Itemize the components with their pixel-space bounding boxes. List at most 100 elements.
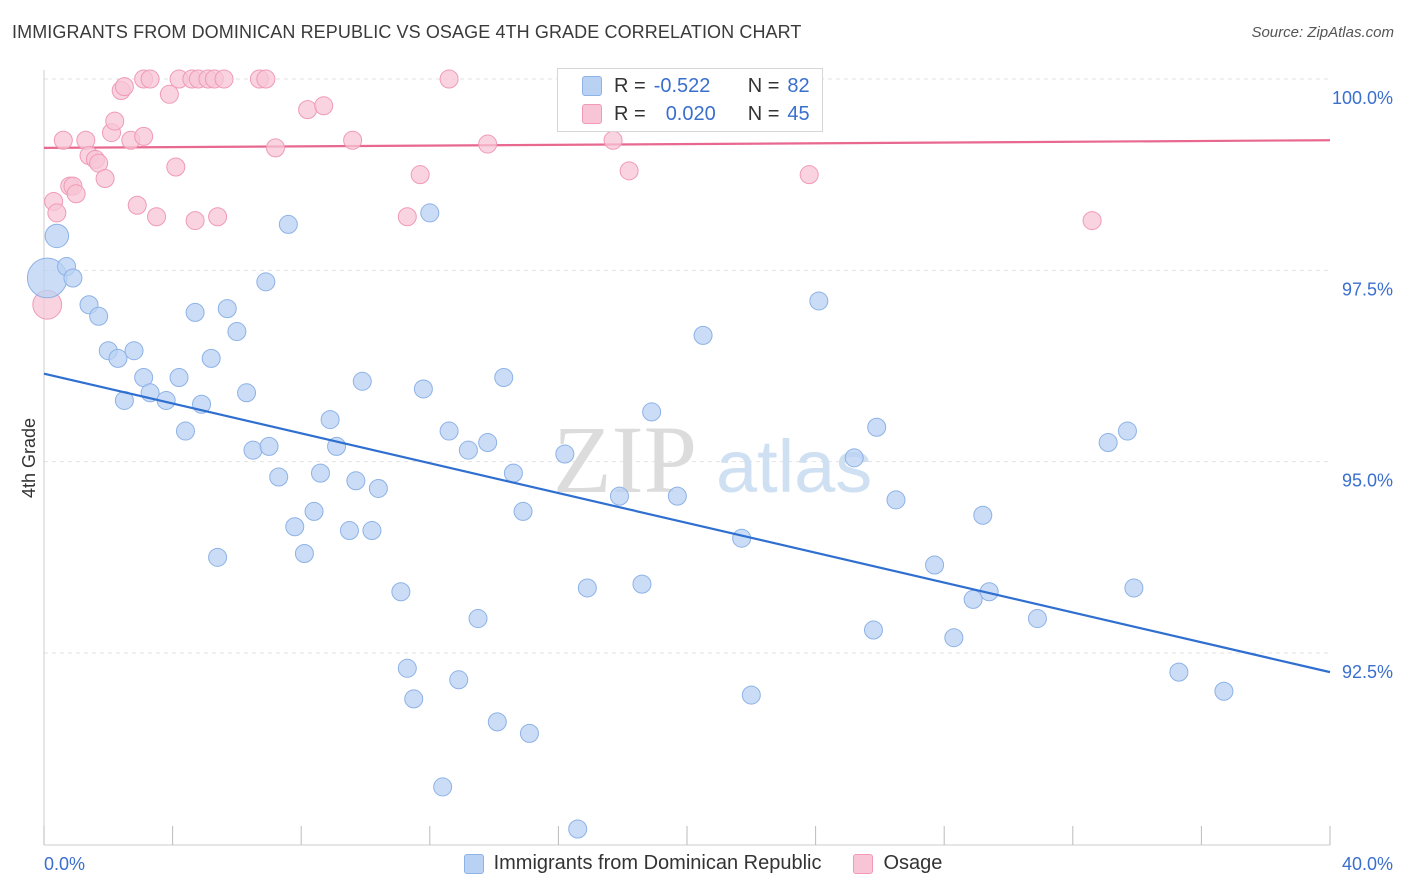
- legend-r-value: -0.522: [653, 74, 711, 97]
- point-dominican: [1124, 578, 1144, 598]
- legend-swatch-blue: [582, 76, 602, 96]
- point-osage: [343, 130, 363, 150]
- point-osage: [799, 165, 819, 185]
- legend-r-label: R =: [614, 74, 646, 97]
- point-osage: [166, 157, 186, 177]
- point-osage: [185, 211, 205, 231]
- point-dominican: [227, 322, 247, 342]
- point-dominican: [1169, 662, 1189, 682]
- point-dominican: [208, 547, 228, 567]
- point-dominican: [352, 371, 372, 391]
- legend-n-label: N =: [747, 74, 780, 97]
- legend-label-dominican: Immigrants from Dominican Republic: [493, 852, 822, 874]
- point-dominican: [169, 367, 189, 387]
- y-tick-label: 95.0%: [1342, 471, 1393, 491]
- y-tick-label: 97.5%: [1342, 279, 1393, 299]
- point-dominican: [609, 486, 629, 506]
- point-dominican: [458, 440, 478, 460]
- point-dominican: [63, 268, 83, 288]
- point-dominican: [555, 444, 575, 464]
- point-osage: [1082, 211, 1102, 231]
- point-dominican: [269, 467, 289, 487]
- point-osage: [397, 207, 417, 227]
- axis-labels: 92.5% 95.0% 97.5% 100.0% 0.0% 40.0% 4th Grade: [19, 88, 1393, 874]
- legend-item-osage[interactable]: Osage: [853, 852, 942, 875]
- series-legend: Immigrants from Dominican Republic Osage: [0, 852, 1406, 875]
- point-dominican: [439, 421, 459, 441]
- point-dominican: [863, 620, 883, 640]
- point-osage: [159, 84, 179, 104]
- point-dominican: [433, 777, 453, 797]
- point-dominican: [294, 544, 314, 564]
- point-osage: [314, 96, 334, 116]
- point-dominican: [1214, 681, 1234, 701]
- point-dominican: [256, 272, 276, 292]
- point-osage: [603, 130, 623, 150]
- point-dominican: [285, 517, 305, 537]
- trend-dominican: [43, 372, 1331, 674]
- legend-n-value: 45: [787, 102, 810, 125]
- point-osage: [47, 203, 67, 223]
- point-dominican: [346, 471, 366, 491]
- point-dominican: [413, 379, 433, 399]
- point-dominican: [237, 383, 257, 403]
- point-osage: [127, 195, 147, 215]
- point-dominican: [944, 628, 964, 648]
- point-osage: [478, 134, 498, 154]
- gridlines: [44, 78, 1330, 654]
- point-dominican: [925, 555, 945, 575]
- point-dominican: [867, 417, 887, 437]
- point-dominican: [304, 501, 324, 521]
- point-osage: [105, 111, 125, 131]
- point-dominican: [642, 402, 662, 422]
- point-dominican: [577, 578, 597, 598]
- chart-title: IMMIGRANTS FROM DOMINICAN REPUBLIC VS OS…: [12, 22, 802, 42]
- x-tick-label-min: 0.0%: [44, 854, 85, 874]
- point-dominican: [732, 528, 752, 548]
- y-tick-label: 100.0%: [1332, 88, 1393, 108]
- points-dominican: [26, 203, 1234, 839]
- point-dominican: [420, 203, 440, 223]
- trend-osage: [43, 139, 1331, 149]
- point-osage: [439, 69, 459, 89]
- legend-r-label: R =: [614, 102, 646, 125]
- point-osage: [410, 165, 430, 185]
- legend-item-dominican[interactable]: Immigrants from Dominican Republic: [463, 852, 822, 875]
- point-dominican: [397, 658, 417, 678]
- point-dominican: [391, 582, 411, 602]
- point-dominican: [468, 609, 488, 629]
- watermark: ZIP atlas: [553, 406, 872, 513]
- point-osage: [619, 161, 639, 181]
- point-dominican: [568, 819, 588, 839]
- watermark-atlas: atlas: [716, 425, 872, 508]
- point-dominican: [175, 421, 195, 441]
- x-tick-label-max: 40.0%: [1342, 854, 1393, 874]
- point-osage: [76, 130, 96, 150]
- point-osage: [114, 77, 134, 97]
- point-dominican: [44, 223, 70, 249]
- point-dominican: [487, 712, 507, 732]
- point-dominican: [339, 521, 359, 541]
- legend-swatch-pink: [582, 104, 602, 124]
- axes: [43, 70, 1331, 846]
- point-dominican: [368, 478, 388, 498]
- point-osage: [53, 130, 73, 150]
- point-osage: [208, 207, 228, 227]
- point-dominican: [217, 299, 237, 319]
- point-dominican: [185, 302, 205, 322]
- trend-line-osage: [43, 139, 1331, 149]
- point-dominican: [404, 689, 424, 709]
- point-osage: [147, 207, 167, 227]
- point-dominican: [201, 348, 221, 368]
- legend-row-dominican: R = -0.522 N = 82: [582, 73, 810, 99]
- point-osage: [256, 69, 276, 89]
- source-credit: Source: ZipAtlas.com: [1251, 24, 1394, 41]
- point-osage: [140, 69, 160, 89]
- point-dominican: [310, 463, 330, 483]
- point-dominican: [667, 486, 687, 506]
- correlation-legend: R = -0.522 N = 82 R = 0.020 N = 45: [557, 68, 823, 132]
- point-dominican: [963, 589, 983, 609]
- point-dominican: [449, 670, 469, 690]
- point-osage: [298, 100, 318, 120]
